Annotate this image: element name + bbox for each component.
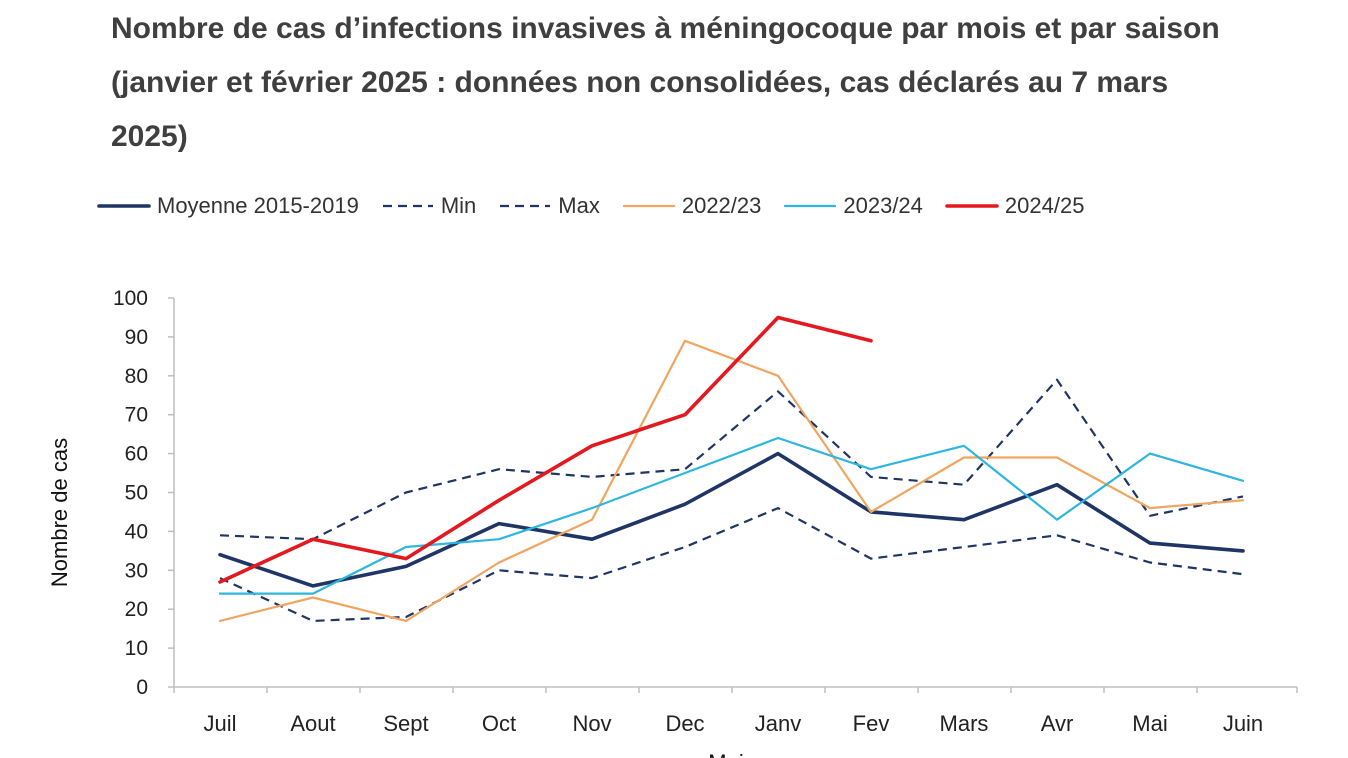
y-tick-label: 20 (125, 598, 148, 621)
y-tick-label: 100 (113, 287, 148, 310)
series-line-2022-23 (218, 339, 1245, 623)
legend-swatch-max (500, 204, 551, 208)
x-tick-label: Sept (383, 711, 428, 736)
legend-label: 2024/25 (1004, 193, 1085, 218)
series-line-min (219, 507, 1244, 623)
legend-swatch-min (382, 204, 433, 208)
legend-item-2024-25: 2024/25 (945, 193, 1085, 219)
x-tick-label: Dec (665, 711, 704, 736)
y-tick-label: 80 (125, 365, 148, 388)
x-tick-label: Janv (755, 711, 801, 736)
y-tick-label: 60 (125, 443, 148, 466)
y-tick-label: 70 (125, 404, 148, 427)
y-tick-label: 0 (136, 676, 148, 699)
y-tick-label: 90 (125, 326, 148, 349)
y-tick-label: 50 (125, 482, 148, 505)
x-tick-label: Mars (940, 711, 989, 736)
y-tick-label: 30 (125, 559, 148, 582)
legend-label: Min (440, 193, 477, 218)
legend-swatch-2023-24 (784, 204, 837, 208)
x-tick-label: Fev (853, 711, 890, 736)
chart-legend: Moyenne 2015-2019 Min Max 2022/23 2023/24 202… (97, 188, 1106, 224)
series-line-max (219, 378, 1244, 541)
series-line-moyenne-2015-2019 (218, 451, 1245, 588)
x-tick-label: Avr (1041, 711, 1074, 736)
x-tick-label: Juil (203, 711, 236, 736)
legend-label: Moyenne 2015-2019 (157, 193, 359, 218)
legend-label: Max (558, 193, 600, 218)
legend-label: 2023/24 (843, 193, 923, 218)
legend-label: 2022/23 (681, 193, 762, 218)
x-tick-label: Juin (1223, 711, 1263, 736)
x-tick-label: Oct (482, 711, 516, 736)
x-tick-label: Aout (290, 711, 335, 736)
y-axis-title: Nombre de cas (47, 438, 72, 587)
y-tick-label: 40 (125, 520, 148, 543)
x-tick-label: Nov (572, 711, 611, 736)
x-axis-title: Mois (708, 750, 754, 758)
chart-title: Nombre de cas d’infections invasives à m… (111, 12, 1220, 153)
series-line-2024-25 (218, 315, 873, 584)
legend-swatch-moyenne-2015-2019 (97, 204, 151, 208)
legend-item-2022-23: 2022/23 (622, 193, 762, 219)
legend-swatch-2024-25 (945, 204, 999, 208)
legend-item-moyenne-2015-2019: Moyenne 2015-2019 (97, 193, 359, 219)
x-tick-label: Mai (1132, 711, 1167, 736)
legend-swatch-2022-23 (622, 204, 675, 208)
series-line-2023-24 (218, 436, 1245, 595)
legend-item-min: Min (381, 193, 476, 219)
y-tick-label: 10 (125, 637, 148, 660)
legend-item-max: Max (498, 193, 600, 219)
legend-item-2023-24: 2023/24 (783, 193, 923, 219)
